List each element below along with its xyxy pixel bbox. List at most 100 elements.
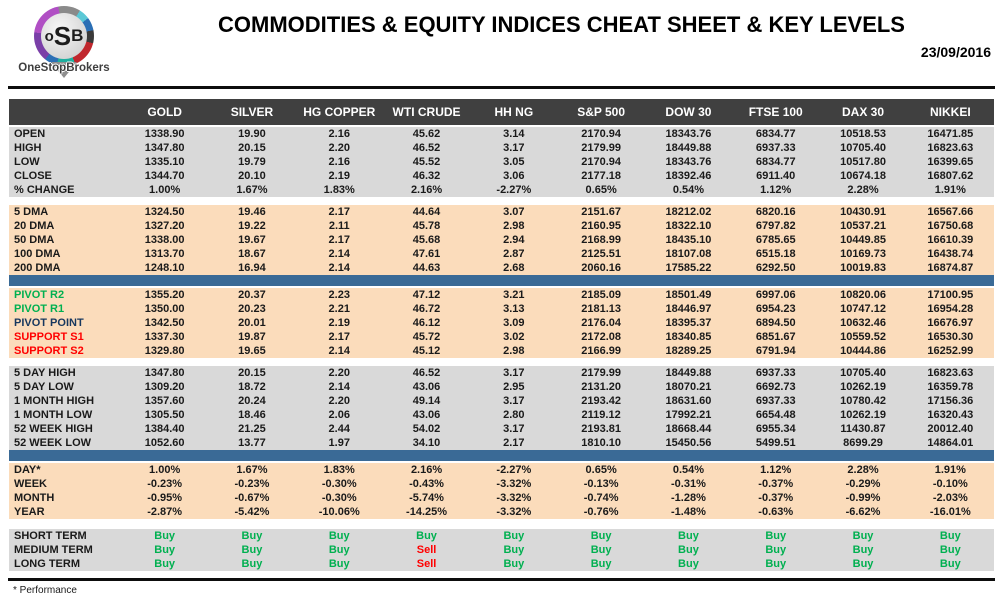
cell: 1.83% xyxy=(323,464,355,476)
cell: Buy xyxy=(241,558,263,570)
column-header: FTSE 100 xyxy=(748,105,803,119)
row-label: 1 MONTH HIGH xyxy=(14,395,95,407)
column-header: NIKKEI xyxy=(929,105,971,119)
cell: 2131.20 xyxy=(581,381,622,393)
row-label: 52 WEEK HIGH xyxy=(14,423,93,435)
row-label: % CHANGE xyxy=(14,184,75,196)
cell: 19.46 xyxy=(238,206,266,218)
cell: 2160.95 xyxy=(581,220,622,232)
cell: 6834.77 xyxy=(755,128,796,140)
cell: 43.06 xyxy=(412,381,441,393)
cell: 45.52 xyxy=(412,156,441,168)
cell: -0.76% xyxy=(583,506,619,518)
cell: 18322.10 xyxy=(665,220,712,232)
cell: Buy xyxy=(852,558,874,570)
cell: 1.97 xyxy=(328,437,350,449)
cell: Sell xyxy=(416,544,437,556)
logo-brand-name: OneStopBrokers xyxy=(18,62,110,74)
cell: -0.37% xyxy=(758,478,794,490)
table-row: SUPPORT S2 1329.80 19.65 2.14 45.12 2.98 2166.… xyxy=(9,344,994,358)
cell: 45.12 xyxy=(412,345,441,357)
table-row: HIGH 1347.80 20.15 2.20 46.52 3.17 2179.99 1844… xyxy=(9,141,994,155)
cell: -0.10% xyxy=(932,478,968,490)
cell: -0.23% xyxy=(147,478,183,490)
cell: 49.14 xyxy=(412,395,441,407)
cell: 45.72 xyxy=(412,331,441,343)
cell: Buy xyxy=(328,558,350,570)
cell: 2.98 xyxy=(503,345,525,357)
cell: -2.87% xyxy=(147,506,183,518)
cell: Buy xyxy=(154,544,176,556)
table-row: SUPPORT S1 1337.30 19.87 2.17 45.72 3.02 2172.… xyxy=(9,330,994,344)
cell: 6292.50 xyxy=(755,262,796,274)
section-gap xyxy=(9,358,994,366)
cell: 2.21 xyxy=(328,303,350,315)
cell: -2.03% xyxy=(932,492,968,504)
cell: 6654.48 xyxy=(755,409,796,421)
cell: 20.01 xyxy=(238,317,266,329)
cell: -0.29% xyxy=(845,478,881,490)
section-gap xyxy=(9,125,994,127)
cell: 2.16 xyxy=(328,156,350,168)
cell: 3.06 xyxy=(503,170,525,182)
cell: 20.15 xyxy=(238,142,266,154)
cell: 3.07 xyxy=(503,206,525,218)
cell: 3.17 xyxy=(503,367,525,379)
blue-divider-bar xyxy=(9,450,994,461)
table-row: PIVOT R2 1355.20 20.37 2.23 47.12 3.21 2185.09… xyxy=(9,288,994,302)
cell: -0.74% xyxy=(583,492,619,504)
cell: 6834.77 xyxy=(755,156,796,168)
report-date: 23/09/2016 xyxy=(920,44,991,60)
cell: Buy xyxy=(852,544,874,556)
header-divider xyxy=(8,86,995,89)
cell: 46.52 xyxy=(412,142,441,154)
cell: 2.23 xyxy=(328,289,350,301)
cell: 1248.10 xyxy=(144,262,185,274)
cell: 10019.83 xyxy=(840,262,886,274)
cell: 8699.29 xyxy=(843,437,883,449)
row-label: WEEK xyxy=(14,478,47,490)
footer-divider xyxy=(8,578,995,581)
cell: Buy xyxy=(678,558,699,570)
cell: 18435.10 xyxy=(665,234,712,246)
cell: 43.06 xyxy=(412,409,441,421)
cell: 6515.18 xyxy=(755,248,796,260)
cell: 6937.33 xyxy=(755,367,796,379)
cell: Buy xyxy=(765,544,787,556)
row-label: 20 DMA xyxy=(14,220,55,232)
cell: 2.17 xyxy=(328,331,350,343)
cell: Sell xyxy=(416,558,437,570)
cell: 10169.73 xyxy=(840,248,886,260)
cell: Buy xyxy=(765,530,787,542)
row-label: SHORT TERM xyxy=(14,530,87,542)
cell: 1355.20 xyxy=(144,289,185,301)
cell: 18449.88 xyxy=(665,142,712,154)
row-label: 1 MONTH LOW xyxy=(14,409,93,421)
cell: 1.67% xyxy=(236,464,268,476)
cell: 14864.01 xyxy=(927,437,974,449)
cell: 18449.88 xyxy=(665,367,712,379)
table-row: DAY* 1.00% 1.67% 1.83% 2.16% -2.27% 0.65% 0.54%… xyxy=(9,463,994,477)
cell: 6791.94 xyxy=(755,345,796,357)
cell: Buy xyxy=(765,558,787,570)
cell: 2.95 xyxy=(503,381,525,393)
cell: 2.19 xyxy=(328,170,350,182)
cell: 15450.56 xyxy=(665,437,712,449)
cell: 3.13 xyxy=(503,303,525,315)
cell: Buy xyxy=(590,530,612,542)
cell: -0.30% xyxy=(321,478,357,490)
cell: 6692.73 xyxy=(755,381,796,393)
cell: 16359.78 xyxy=(927,381,974,393)
cell: 19.87 xyxy=(238,331,266,343)
cell: 6851.67 xyxy=(755,331,796,343)
cell: 10674.18 xyxy=(840,170,886,182)
cell: -10.06% xyxy=(318,506,360,518)
cell: 2.14 xyxy=(328,248,350,260)
cell: -2.27% xyxy=(496,184,532,196)
cell: 2170.94 xyxy=(581,156,622,168)
cell: -0.63% xyxy=(758,506,794,518)
cell: 6797.82 xyxy=(755,220,796,232)
cell: 17156.36 xyxy=(927,395,974,407)
performance-footnote: * Performance xyxy=(13,585,77,596)
row-label: YEAR xyxy=(14,506,45,518)
